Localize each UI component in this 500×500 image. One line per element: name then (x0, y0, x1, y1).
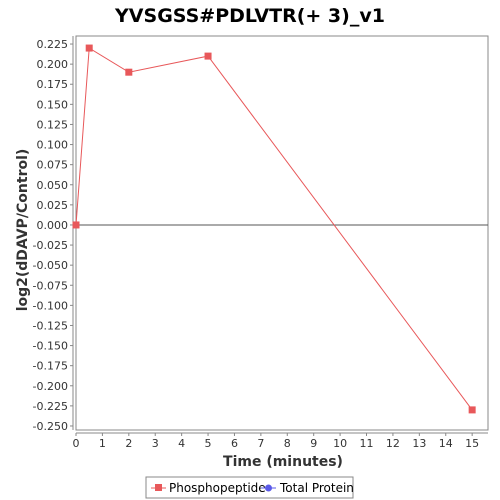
x-tick-label: 0 (73, 437, 80, 450)
y-tick-label: -0.225 (33, 400, 68, 413)
x-tick-label: 7 (257, 437, 264, 450)
data-point (72, 221, 80, 229)
y-tick-label: -0.200 (33, 380, 68, 393)
y-tick-label: -0.250 (33, 420, 68, 433)
x-tick-label: 12 (386, 437, 400, 450)
data-point (204, 52, 212, 60)
y-tick-label: -0.175 (33, 360, 68, 373)
y-tick-label: -0.100 (33, 299, 68, 312)
y-tick-label: 0.050 (37, 179, 69, 192)
y-tick-label: -0.125 (33, 319, 68, 332)
y-tick-label: 0.000 (37, 219, 69, 232)
legend-label: Phosphopeptide (169, 481, 266, 495)
x-tick-label: 5 (205, 437, 212, 450)
y-tick-label: 0.025 (37, 199, 69, 212)
legend-marker (155, 484, 162, 491)
y-tick-label: -0.150 (33, 340, 68, 353)
y-axis-label: log2(dDAVP/Control) (15, 149, 31, 312)
y-tick-label: -0.075 (33, 279, 68, 292)
y-axis: 0.225 0.200 0.175 0.150 0.125 0.100 0.075 0.050… (33, 36, 74, 433)
series-layer (72, 44, 476, 414)
x-tick-label: 1 (99, 437, 106, 450)
x-tick-label: 14 (439, 437, 453, 450)
x-tick-label: 13 (412, 437, 426, 450)
x-tick-label: 6 (231, 437, 238, 450)
y-tick-label: -0.025 (33, 239, 68, 252)
y-tick-label: -0.050 (33, 259, 68, 272)
legend-label: Total Protein (279, 481, 354, 495)
data-point (125, 68, 133, 76)
y-tick-label: 0.100 (37, 139, 69, 152)
y-tick-label: 0.225 (37, 38, 69, 51)
x-tick-label: 3 (152, 437, 159, 450)
x-tick-label: 15 (465, 437, 479, 450)
x-tick-label: 10 (333, 437, 347, 450)
x-axis: 0 1 2 3 4 5 6 7 8 9 10 11 12 13 14 15 (73, 432, 488, 450)
legend: Phosphopeptide Total Protein (145, 476, 354, 499)
legend-box (145, 476, 354, 499)
x-axis-label: Time (minutes) (223, 454, 343, 470)
data-point (468, 406, 476, 414)
x-tick-label: 11 (360, 437, 374, 450)
y-tick-label: 0.125 (37, 118, 69, 131)
chart-title: YVSGSS#PDLVTR(+ 3)_v1 (114, 5, 385, 27)
y-tick-label: 0.175 (37, 78, 69, 91)
plot-frame (75, 35, 489, 431)
data-point (85, 44, 93, 52)
plot-area (75, 35, 489, 431)
x-tick-label: 2 (125, 437, 132, 450)
y-tick-label: 0.075 (37, 159, 69, 172)
x-tick-label: 4 (178, 437, 185, 450)
x-tick-label: 9 (310, 437, 317, 450)
x-tick-label: 8 (284, 437, 291, 450)
legend-marker (265, 484, 272, 492)
y-tick-label: 0.150 (37, 98, 69, 111)
y-tick-label: 0.200 (37, 58, 69, 71)
